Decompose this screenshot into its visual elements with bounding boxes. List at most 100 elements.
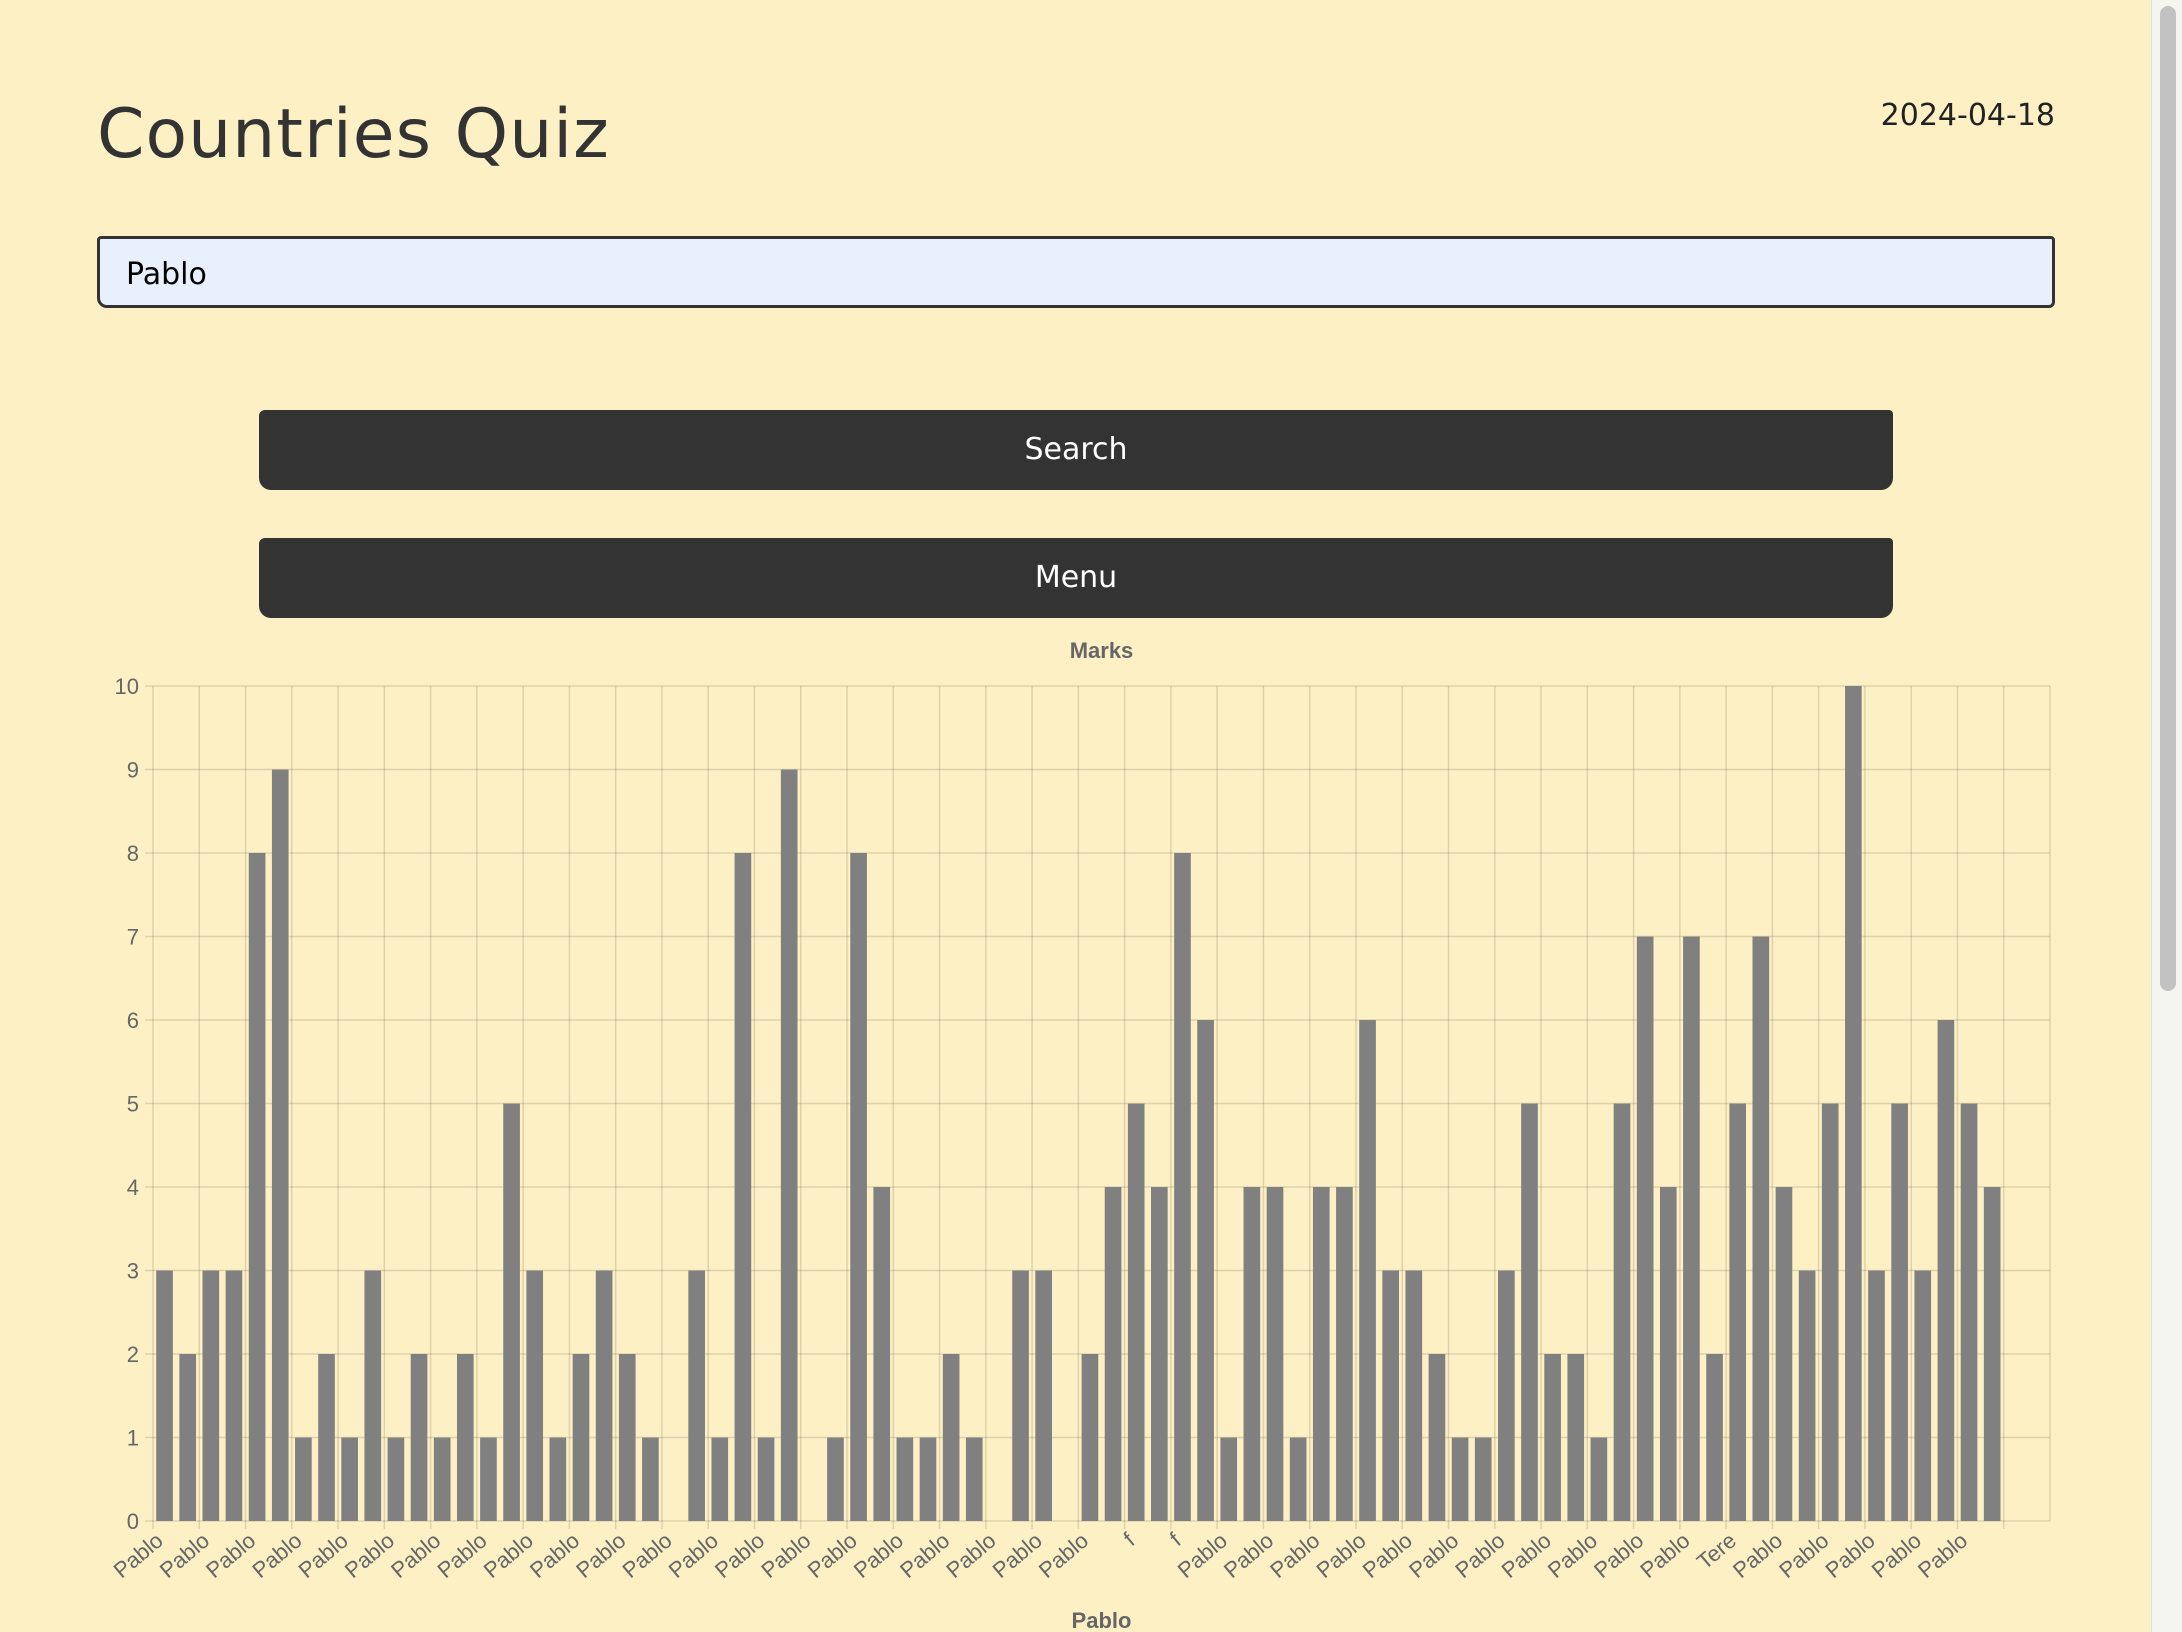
bar (1243, 1187, 1261, 1521)
bar (1683, 936, 1700, 1521)
bar (780, 769, 798, 1521)
y-tick-label: 9 (127, 758, 139, 783)
bar (1104, 1187, 1122, 1521)
bar (1706, 1354, 1723, 1521)
date: 2024-04-18 (1880, 98, 2055, 133)
bar (480, 1437, 497, 1521)
x-tick-label: Pablo (1312, 1528, 1371, 1583)
bar (1012, 1270, 1029, 1521)
x-tick-label: Pablo (1173, 1528, 1232, 1583)
bar (595, 1270, 613, 1521)
bar (1891, 1103, 1908, 1521)
x-tick-label: Pablo (1358, 1528, 1417, 1583)
x-tick-label: Pablo (1404, 1528, 1463, 1583)
bar (1613, 1103, 1631, 1521)
bar (318, 1354, 335, 1521)
bar (873, 1187, 891, 1521)
bar (1035, 1270, 1052, 1521)
x-tick-label: Pablo (247, 1528, 306, 1583)
bar (1937, 1020, 1955, 1521)
y-tick-label: 1 (127, 1426, 139, 1451)
bar (1914, 1270, 1932, 1521)
chart-title: Marks (1070, 638, 1134, 663)
bar (1752, 936, 1770, 1521)
bar (1474, 1437, 1492, 1521)
x-tick-label: Pablo (1867, 1528, 1926, 1583)
bar (757, 1437, 775, 1521)
bar (1289, 1437, 1307, 1521)
x-tick-label: Pablo (432, 1528, 491, 1583)
search-button[interactable]: Search (259, 410, 1893, 490)
x-tick-label: Pablo (1543, 1528, 1602, 1583)
x-tick-label: Pablo (525, 1528, 584, 1583)
bar (364, 1270, 382, 1521)
scroll-thumb[interactable] (2160, 6, 2176, 991)
bar (1960, 1103, 1978, 1521)
bar (1798, 1270, 1816, 1521)
x-tick-label: Pablo (479, 1528, 538, 1583)
bar (1405, 1270, 1423, 1521)
x-tick-label: Pablo (941, 1528, 1000, 1583)
bar (1174, 853, 1191, 1521)
x-tick-label: Pablo (1265, 1528, 1324, 1583)
x-tick-label: Pablo (1821, 1528, 1880, 1583)
x-tick-label: Pablo (386, 1528, 445, 1583)
bar (225, 1270, 243, 1521)
bar (1567, 1354, 1585, 1521)
x-tick-label: Pablo (571, 1528, 630, 1583)
y-tick-label: 6 (127, 1008, 139, 1033)
bar (503, 1103, 520, 1521)
x-tick-label: Pablo (618, 1528, 677, 1583)
search-input[interactable]: Pablo (97, 236, 2055, 308)
x-axis-title: Pablo (1072, 1608, 1132, 1632)
x-tick-label: Pablo (895, 1528, 954, 1583)
bar (734, 853, 752, 1521)
bar (618, 1354, 636, 1521)
x-tick-label: Pablo (803, 1528, 862, 1583)
bar (572, 1354, 590, 1521)
x-tick-label: Pablo (1450, 1528, 1509, 1583)
bar (1821, 1103, 1839, 1521)
x-tick-label: Pablo (849, 1528, 908, 1583)
x-tick-label: Pablo (1497, 1528, 1556, 1583)
y-tick-label: 0 (127, 1509, 139, 1534)
bar (295, 1437, 312, 1521)
bar (1428, 1354, 1446, 1521)
x-tick-label: Pablo (1774, 1528, 1833, 1583)
bar (1266, 1187, 1284, 1521)
bar (456, 1354, 474, 1521)
scrollbar[interactable] (2151, 0, 2182, 1632)
bar (1729, 1103, 1747, 1521)
bar (919, 1437, 937, 1521)
bar (1127, 1103, 1145, 1521)
bar (156, 1270, 173, 1521)
x-tick-label: Pablo (201, 1528, 260, 1583)
x-tick-label: Pablo (756, 1528, 815, 1583)
y-tick-label: 2 (127, 1342, 139, 1367)
bar (271, 769, 289, 1521)
bar (1983, 1187, 2001, 1521)
y-tick-label: 3 (127, 1259, 139, 1284)
menu-button[interactable]: Menu (259, 538, 1893, 618)
bar (1197, 1020, 1214, 1521)
bar (248, 853, 266, 1521)
bar (1220, 1437, 1238, 1521)
bar (896, 1437, 914, 1521)
bar (433, 1437, 451, 1521)
bar (1336, 1187, 1353, 1521)
bar (1451, 1437, 1469, 1521)
bar (410, 1354, 428, 1521)
bar (827, 1437, 844, 1521)
bar (1775, 1187, 1793, 1521)
bar (1521, 1103, 1538, 1521)
bar (549, 1437, 567, 1521)
x-tick-label: Pablo (294, 1528, 353, 1583)
bar (526, 1270, 544, 1521)
bar (1659, 1187, 1677, 1521)
bar (642, 1437, 659, 1521)
bar (1868, 1270, 1885, 1521)
app-title: Countries Quiz (97, 95, 610, 174)
y-tick-label: 4 (127, 1175, 139, 1200)
chart: MarksPablo012345678910PabloPabloPabloPab… (109, 638, 2051, 1632)
bar (1359, 1020, 1376, 1521)
